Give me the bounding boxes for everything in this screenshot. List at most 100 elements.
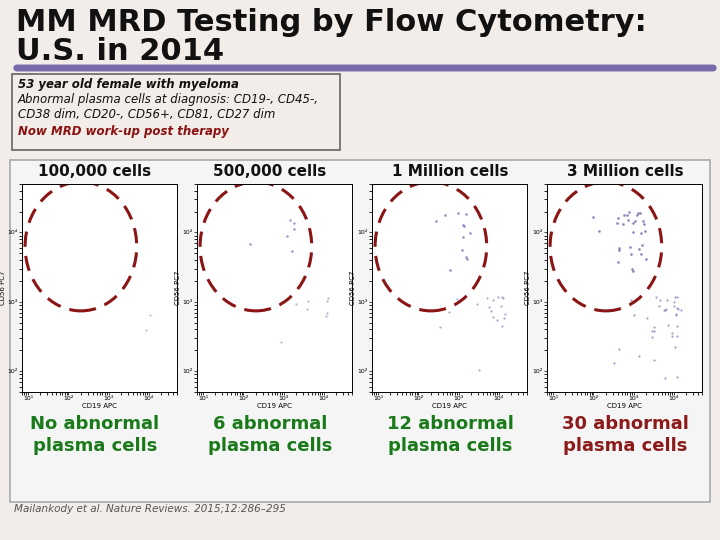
Point: [301, 305, 312, 314]
Point: [621, 211, 632, 219]
Point: [637, 217, 649, 225]
Text: 53 year old female with myeloma: 53 year old female with myeloma: [18, 78, 239, 91]
Point: [629, 217, 641, 225]
Point: [452, 208, 464, 217]
Point: [608, 359, 620, 367]
Point: [140, 326, 152, 334]
Point: [626, 265, 637, 273]
Point: [613, 246, 625, 255]
Point: [627, 267, 639, 275]
Point: [431, 217, 442, 225]
Point: [622, 215, 634, 224]
Point: [634, 245, 645, 253]
Point: [671, 373, 683, 381]
Point: [658, 306, 670, 314]
Point: [671, 332, 683, 340]
Point: [660, 304, 672, 313]
Text: Abnormal plasma cells at diagnosis: CD19-, CD45-,: Abnormal plasma cells at diagnosis: CD19…: [18, 93, 319, 106]
Text: 30 abnormal: 30 abnormal: [562, 415, 688, 433]
Point: [646, 327, 657, 336]
Point: [625, 249, 636, 258]
Point: [675, 306, 687, 314]
Text: MM MRD Testing by Flow Cytometry:: MM MRD Testing by Flow Cytometry:: [16, 8, 647, 37]
Point: [497, 293, 508, 301]
Point: [460, 253, 472, 261]
Y-axis label: CD56 PC7: CD56 PC7: [350, 271, 356, 305]
Text: 6 abnormal: 6 abnormal: [213, 415, 327, 433]
Point: [672, 304, 683, 313]
Point: [671, 322, 683, 330]
Point: [321, 296, 333, 305]
Point: [491, 316, 503, 325]
Text: 100,000 cells: 100,000 cells: [38, 164, 152, 179]
Point: [498, 313, 510, 322]
Point: [625, 242, 636, 251]
Point: [482, 294, 493, 302]
Point: [660, 373, 671, 382]
Point: [631, 211, 643, 219]
Text: Mailankody et al. Nature Reviews. 2015;12:286–295: Mailankody et al. Nature Reviews. 2015;1…: [14, 504, 286, 514]
Point: [635, 228, 647, 237]
Point: [460, 210, 472, 218]
Point: [668, 301, 680, 310]
Point: [275, 338, 287, 346]
Point: [639, 227, 651, 235]
X-axis label: CD19 APC: CD19 APC: [607, 402, 642, 409]
Point: [287, 246, 298, 255]
Point: [444, 307, 455, 316]
Point: [613, 345, 625, 353]
Point: [669, 293, 680, 301]
Point: [612, 218, 624, 227]
Point: [634, 352, 645, 360]
Point: [617, 219, 629, 228]
Text: plasma cells: plasma cells: [33, 437, 157, 455]
Point: [495, 302, 507, 310]
FancyBboxPatch shape: [12, 74, 340, 150]
Point: [457, 221, 469, 230]
Point: [593, 227, 605, 235]
Point: [457, 233, 469, 241]
Point: [485, 307, 497, 315]
Point: [456, 246, 467, 254]
Point: [636, 249, 647, 258]
Text: 3 Million cells: 3 Million cells: [567, 164, 683, 179]
Text: plasma cells: plasma cells: [208, 437, 332, 455]
Point: [459, 222, 470, 231]
Point: [487, 313, 499, 321]
Point: [492, 293, 504, 301]
Point: [640, 254, 652, 263]
Point: [670, 311, 682, 320]
Point: [497, 294, 508, 302]
Point: [632, 209, 644, 218]
Point: [612, 258, 624, 266]
Point: [613, 244, 625, 253]
Text: CD38 dim, CD20-, CD56+, CD81, CD27 dim: CD38 dim, CD20-, CD56+, CD81, CD27 dim: [18, 108, 275, 121]
Y-axis label: CD56 PC7: CD56 PC7: [525, 271, 531, 305]
Point: [487, 296, 499, 305]
Point: [625, 295, 636, 304]
Point: [636, 240, 648, 249]
Text: 12 abnormal: 12 abnormal: [387, 415, 513, 433]
Point: [660, 306, 671, 314]
Point: [497, 322, 508, 330]
Point: [642, 314, 653, 322]
X-axis label: CD19 APC: CD19 APC: [82, 402, 117, 409]
Point: [628, 219, 639, 227]
X-axis label: CD19 APC: CD19 APC: [257, 402, 292, 409]
Point: [435, 322, 446, 331]
Point: [321, 308, 333, 317]
Point: [624, 207, 635, 216]
Point: [451, 295, 462, 303]
Point: [653, 302, 665, 310]
Point: [661, 296, 672, 305]
Point: [288, 218, 300, 227]
Point: [473, 366, 485, 374]
Point: [672, 293, 683, 302]
Point: [639, 220, 650, 228]
Point: [472, 300, 483, 309]
Point: [654, 295, 665, 304]
Y-axis label: CD56 PC7: CD56 PC7: [175, 271, 181, 305]
Point: [613, 214, 624, 222]
Point: [666, 329, 678, 338]
Text: Now MRD work-up post therapy: Now MRD work-up post therapy: [18, 125, 229, 138]
